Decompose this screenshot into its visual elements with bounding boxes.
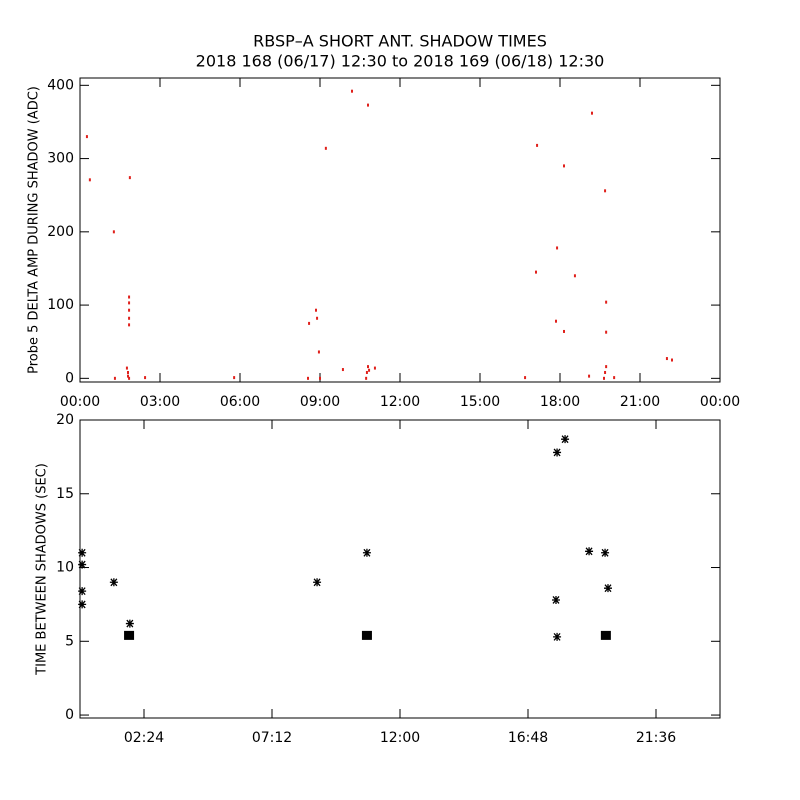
y-tick-label: 400	[47, 77, 74, 93]
x-tick-label: 00:00	[700, 394, 740, 410]
y-tick-label: 300	[47, 151, 74, 167]
point	[601, 548, 610, 557]
y-tick-label: 20	[56, 412, 74, 428]
point	[128, 376, 131, 380]
point	[124, 630, 135, 640]
y-tick-label: 200	[47, 224, 74, 240]
point	[128, 295, 131, 299]
point	[367, 103, 369, 107]
point	[591, 111, 593, 115]
point	[603, 376, 605, 380]
point	[316, 316, 319, 320]
point	[308, 321, 311, 325]
point	[313, 578, 322, 587]
point	[78, 587, 87, 596]
point	[367, 365, 369, 369]
x-tick-label: 12:00	[380, 394, 420, 410]
point	[600, 630, 611, 640]
chart-subtitle: 2018 168 (06/17) 12:30 to 2018 169 (06/1…	[196, 52, 605, 71]
y-tick-label: 5	[65, 633, 74, 649]
x-tick-label: 16:48	[508, 730, 548, 746]
point	[112, 230, 115, 234]
point	[555, 319, 557, 323]
point	[315, 308, 317, 312]
point	[553, 632, 562, 641]
y-tick-label: 15	[56, 486, 74, 502]
point	[365, 376, 368, 380]
point	[128, 301, 131, 305]
point	[317, 350, 320, 354]
point	[109, 578, 118, 587]
point	[671, 358, 673, 362]
point	[307, 376, 309, 380]
point	[128, 176, 131, 180]
point	[373, 366, 376, 370]
point	[605, 300, 608, 304]
point	[78, 548, 87, 557]
point	[604, 189, 607, 193]
point	[563, 164, 565, 168]
point	[368, 368, 371, 372]
point	[553, 448, 562, 457]
x-tick-label: 07:12	[252, 730, 292, 746]
point	[125, 619, 134, 628]
x-tick-label: 21:36	[636, 730, 676, 746]
point	[85, 135, 88, 139]
chart-title: RBSP–A SHORT ANT. SHADOW TIMES	[253, 32, 547, 51]
point	[605, 330, 608, 334]
point	[324, 146, 327, 150]
x-tick-label: 12:00	[380, 730, 420, 746]
point	[78, 600, 87, 609]
point	[604, 584, 612, 593]
point	[605, 365, 608, 369]
point	[604, 370, 607, 374]
x-tick-label: 03:00	[140, 394, 180, 410]
y-tick-label: 10	[56, 560, 74, 576]
point	[144, 376, 147, 380]
point	[233, 376, 236, 380]
point	[588, 374, 591, 378]
point	[573, 274, 576, 278]
x-tick-label: 00:00	[60, 394, 100, 410]
x-tick-label: 15:00	[460, 394, 500, 410]
point	[128, 323, 131, 327]
y-axis-label: Probe 5 DELTA AMP DURING SHADOW (ADC)	[27, 86, 42, 374]
point	[524, 376, 527, 380]
point	[127, 370, 129, 374]
point	[556, 246, 559, 250]
point	[128, 316, 131, 320]
point	[78, 560, 87, 569]
point	[365, 370, 368, 374]
point	[128, 308, 131, 312]
point	[536, 143, 539, 147]
x-tick-label: 06:00	[220, 394, 260, 410]
point	[552, 595, 560, 604]
x-tick-label: 21:00	[620, 394, 660, 410]
x-tick-label: 09:00	[300, 394, 340, 410]
point	[563, 329, 565, 333]
y-tick-label: 0	[65, 707, 74, 723]
point	[113, 376, 116, 380]
y-axis-label: TIME BETWEEN SHADOWS (SEC)	[35, 463, 50, 676]
point	[361, 630, 372, 640]
y-tick-label: 0	[65, 370, 74, 386]
y-tick-label: 100	[47, 297, 74, 313]
point	[125, 366, 128, 370]
point	[127, 374, 129, 378]
point	[362, 548, 371, 557]
point	[613, 376, 616, 380]
point	[585, 547, 594, 556]
point	[341, 368, 344, 372]
point	[561, 435, 570, 444]
x-tick-label: 18:00	[540, 394, 580, 410]
x-tick-label: 02:24	[124, 730, 164, 746]
point	[319, 376, 321, 380]
point	[88, 178, 91, 182]
point	[351, 89, 353, 93]
point	[665, 357, 668, 361]
point	[535, 270, 537, 274]
